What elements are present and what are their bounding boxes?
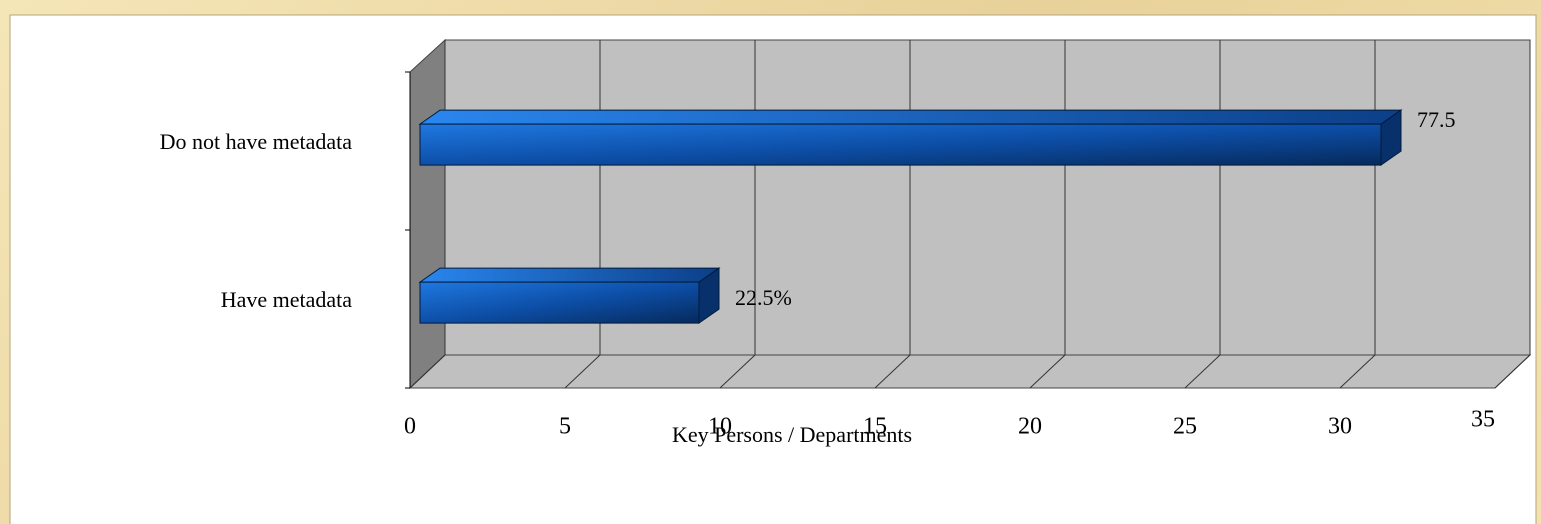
value-label: 22.5%	[735, 285, 792, 310]
bar	[419, 281, 700, 324]
x-tick-label: 0	[404, 414, 416, 440]
floor-grid-line	[409, 354, 446, 389]
walls	[405, 38, 1532, 390]
side-wall	[409, 38, 446, 390]
x-tick-label: 35	[1471, 407, 1495, 433]
floor-grid-line	[719, 354, 756, 389]
x-tick-label: 5	[559, 414, 571, 440]
floor-grid-line	[1339, 354, 1376, 389]
floor-grid-line	[1494, 354, 1531, 389]
x-axis-title: Key Persons / Departments	[672, 422, 912, 447]
floor	[408, 354, 1532, 389]
x-tick-label: 10	[708, 414, 732, 440]
value-label: 77.5	[1417, 107, 1456, 132]
x-tick-label: 30	[1328, 414, 1352, 440]
x-tick-label: 15	[863, 414, 887, 440]
floor-grid-line	[564, 354, 601, 389]
bar-top	[418, 267, 721, 283]
floor-grid-line	[874, 354, 911, 389]
x-tick-label: 20	[1018, 414, 1042, 440]
floor-grid-line	[1029, 354, 1066, 389]
category-label: Do not have metadata	[160, 129, 353, 154]
x-tick-label: 25	[1173, 414, 1197, 440]
floor-grid-line	[1184, 354, 1221, 389]
category-label: Have metadata	[221, 287, 353, 312]
bar	[419, 123, 1382, 166]
bar-top	[418, 109, 1403, 125]
